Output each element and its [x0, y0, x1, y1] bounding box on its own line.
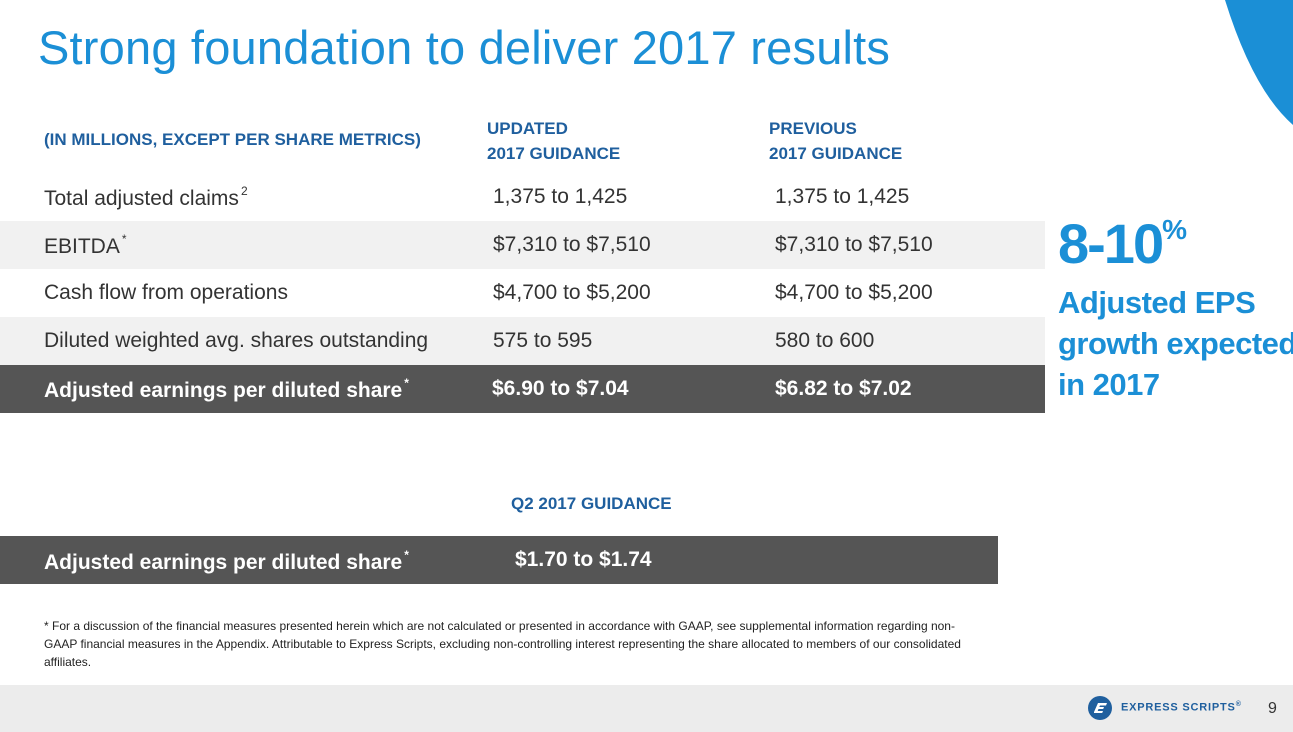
updated-header-line1: UPDATED	[487, 119, 568, 138]
row-previous-value: $6.82 to $7.02	[775, 377, 912, 400]
row-updated-value: $4,700 to $5,200	[493, 281, 651, 304]
updated-guidance-header: UPDATED 2017 GUIDANCE	[487, 116, 620, 166]
q2-value: $1.70 to $1.74	[515, 548, 652, 571]
table-row-total-claims: Total adjusted claims 2 1,375 to 1,425 1,…	[0, 173, 1045, 221]
previous-guidance-header: PREVIOUS 2017 GUIDANCE	[769, 116, 902, 166]
previous-header-line1: PREVIOUS	[769, 119, 857, 138]
eps-growth-callout: 8-10% Adjusted EPS growth expected in 20…	[1058, 200, 1293, 405]
row-label: EBITDA *	[44, 231, 127, 258]
q2-eps-row: Adjusted earnings per diluted share * $1.…	[0, 536, 998, 584]
corner-decoration-shape	[1225, 0, 1293, 125]
row-updated-value: $6.90 to $7.04	[492, 377, 629, 400]
growth-description: Adjusted EPS growth expected in 2017	[1058, 285, 1293, 402]
row-label: Diluted weighted avg. shares outstanding	[44, 329, 429, 352]
row-label: Cash flow from operations	[44, 281, 288, 304]
table-row-diluted-shares: Diluted weighted avg. shares outstanding…	[0, 317, 1045, 365]
row-updated-value: $7,310 to $7,510	[493, 233, 651, 256]
footnote-mark: *	[121, 231, 127, 246]
footnote-mark: *	[404, 548, 409, 562]
logo-wordmark: EXPRESS SCRIPTS®	[1121, 701, 1242, 714]
row-previous-value: $4,700 to $5,200	[775, 281, 933, 304]
row-updated-value: 1,375 to 1,425	[493, 185, 628, 208]
row-label: Adjusted earnings per diluted share *	[44, 548, 409, 574]
footnote-text: * For a discussion of the financial meas…	[44, 619, 961, 669]
previous-header-line2: 2017 GUIDANCE	[769, 144, 903, 163]
updated-header-line2: 2017 GUIDANCE	[487, 144, 621, 163]
slide-title: Strong foundation to deliver 2017 result…	[38, 21, 891, 74]
page-number: 9	[1268, 700, 1277, 717]
q2-guidance-header: Q2 2017 GUIDANCE	[511, 494, 672, 513]
row-previous-value: $7,310 to $7,510	[775, 233, 933, 256]
table-row-adjusted-eps: Adjusted earnings per diluted share * $6.…	[0, 365, 1045, 413]
footnote-mark: *	[404, 375, 409, 390]
row-label: Adjusted earnings per diluted share *	[44, 375, 409, 402]
footer-bar	[0, 685, 1293, 732]
table-row-cash-flow: Cash flow from operations $4,700 to $5,2…	[0, 269, 1045, 317]
row-label: Total adjusted claims 2	[44, 183, 248, 210]
trademark-mark: ®	[1235, 701, 1242, 708]
row-previous-value: 1,375 to 1,425	[775, 185, 910, 208]
growth-percentage: 8-10%	[1058, 212, 1187, 275]
row-updated-value: 575 to 595	[493, 329, 593, 352]
row-previous-value: 580 to 600	[775, 329, 875, 352]
table-row-ebitda: EBITDA * $7,310 to $7,510 $7,310 to $7,51…	[0, 221, 1045, 269]
units-header: (IN MILLIONS, EXCEPT PER SHARE METRICS)	[44, 130, 421, 149]
percent-sign: %	[1162, 214, 1187, 245]
footnote-mark: 2	[240, 183, 248, 198]
express-scripts-logo-icon	[1088, 696, 1112, 720]
